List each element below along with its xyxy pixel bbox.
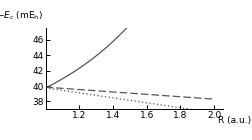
Text: $-E_c\ \mathrm{(mE_h)}$: $-E_c\ \mathrm{(mE_h)}$ bbox=[0, 9, 43, 22]
X-axis label: R (a.u.): R (a.u.) bbox=[218, 116, 250, 125]
